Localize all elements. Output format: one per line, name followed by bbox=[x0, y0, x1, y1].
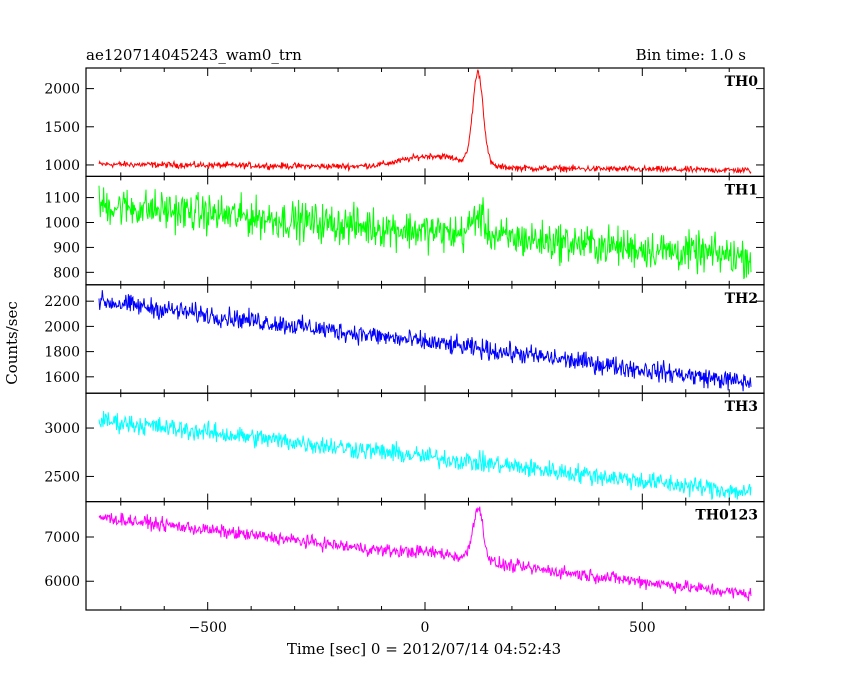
panels-group: TH0 1000 1500 2000 TH1 800 900 1000 1100 TH2 1600 1… bbox=[44, 67, 765, 636]
panel-label-th2: TH2 bbox=[725, 291, 758, 307]
x-tick-label: −500 bbox=[188, 620, 226, 636]
y-tick-label: 6000 bbox=[44, 574, 80, 590]
y-tick-label: 1000 bbox=[44, 158, 80, 174]
series-th3-line bbox=[98, 410, 752, 500]
series-th1-line bbox=[98, 185, 752, 280]
panel-label-th1: TH1 bbox=[725, 182, 758, 198]
panel-label-th0: TH0 bbox=[725, 74, 759, 90]
panel-label-th0123: TH0123 bbox=[695, 508, 758, 524]
series-th0-line bbox=[98, 69, 752, 175]
y-axis-label: Counts/sec bbox=[3, 301, 21, 385]
y-tick-label: 2000 bbox=[44, 82, 80, 98]
y-tick-label: 1800 bbox=[44, 345, 80, 361]
y-tick-label: 1600 bbox=[44, 370, 80, 386]
y-tick-label: 900 bbox=[53, 240, 80, 256]
y-tick-label: 800 bbox=[53, 265, 80, 281]
panel-label-th3: TH3 bbox=[725, 399, 758, 415]
y-tick-label: 7000 bbox=[44, 530, 80, 546]
y-tick-label: 2000 bbox=[44, 319, 80, 335]
panel-th3-frame bbox=[85, 392, 765, 503]
bin-time-label: Bin time: 1.0 s bbox=[636, 46, 746, 64]
y-tick-label: 1500 bbox=[44, 120, 80, 136]
y-tick-label: 2500 bbox=[44, 469, 80, 485]
series-th2-line bbox=[98, 290, 752, 392]
series-th0123-line bbox=[98, 506, 752, 602]
panel-th0123-frame bbox=[85, 501, 765, 611]
panel-th0-frame bbox=[85, 67, 765, 178]
y-tick-label: 2200 bbox=[44, 294, 80, 310]
x-axis-label: Time [sec] 0 = 2012/07/14 04:52:43 bbox=[287, 640, 561, 658]
x-tick-label: 0 bbox=[421, 620, 430, 636]
y-tick-label: 3000 bbox=[44, 421, 80, 437]
x-tick-label: 500 bbox=[629, 620, 656, 636]
y-tick-label: 1000 bbox=[44, 216, 80, 232]
y-tick-label: 1100 bbox=[44, 191, 80, 207]
chart-title: ae120714045243_wam0_trn bbox=[86, 46, 302, 64]
